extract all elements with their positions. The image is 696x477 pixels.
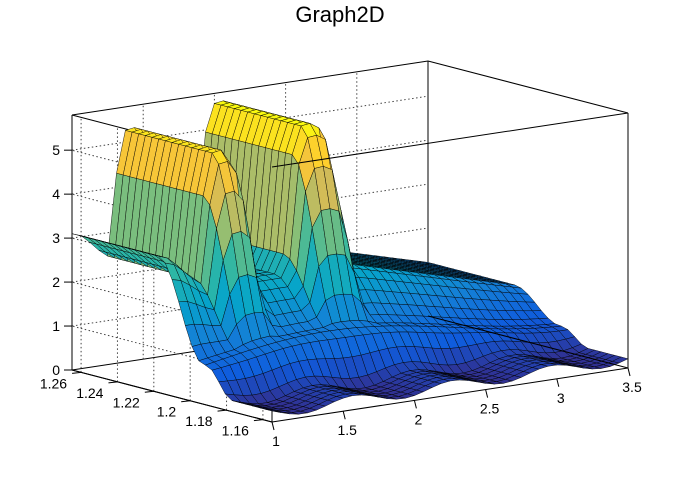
x-tick-label: 1 xyxy=(272,433,280,449)
x-axis-line xyxy=(271,367,629,423)
grid-line xyxy=(71,149,273,203)
x-tick xyxy=(627,367,631,377)
y-tick xyxy=(144,390,154,393)
x-tick xyxy=(556,378,560,387)
grid-line xyxy=(71,281,273,335)
y-tick xyxy=(181,400,191,403)
z-tick-label: 3 xyxy=(52,230,60,246)
chart-title: Graph2D xyxy=(295,2,384,27)
y-tick xyxy=(72,371,82,374)
y-tick xyxy=(217,409,227,412)
y-axis-line xyxy=(71,369,273,423)
z-tick-label: 1 xyxy=(52,318,60,334)
z-tick-label: 0 xyxy=(52,362,60,378)
frame-edge xyxy=(271,112,629,168)
x-tick-label: 3.5 xyxy=(622,379,642,395)
z-tick-label: 5 xyxy=(52,142,60,158)
frame-edge xyxy=(427,60,629,114)
y-tick-label: 1.26 xyxy=(40,375,67,391)
surface-mesh xyxy=(71,100,629,415)
grid-line xyxy=(71,325,273,379)
x-tick xyxy=(271,421,275,431)
z-tick-label: 2 xyxy=(52,274,60,290)
z-tick-label: 4 xyxy=(52,186,60,202)
x-tick xyxy=(342,411,346,420)
x-tick xyxy=(485,389,489,398)
y-tick-label: 1.24 xyxy=(76,385,103,401)
grid-line xyxy=(71,193,273,247)
frame-edge xyxy=(71,60,429,116)
axis-ticks: 1 1.5 2 2.5 3 3.5 1.16 1.18 1.2 1.22 1.24 1.260 1 2 3 4… xyxy=(40,142,642,449)
y-tick-label: 1.2 xyxy=(157,404,177,420)
y-tick xyxy=(108,381,118,384)
y-tick-label: 1.16 xyxy=(222,423,249,439)
x-tick-label: 2.5 xyxy=(480,401,500,417)
x-tick-label: 2 xyxy=(415,411,423,427)
y-tick xyxy=(253,419,263,422)
x-tick-label: 3 xyxy=(557,390,565,406)
frame-edge xyxy=(427,315,629,369)
y-tick-label: 1.18 xyxy=(185,413,212,429)
front-frame xyxy=(71,60,629,423)
x-tick-label: 1.5 xyxy=(337,422,357,438)
x-tick xyxy=(413,400,417,409)
surface-cell xyxy=(611,356,629,364)
y-tick-label: 1.22 xyxy=(113,394,140,410)
